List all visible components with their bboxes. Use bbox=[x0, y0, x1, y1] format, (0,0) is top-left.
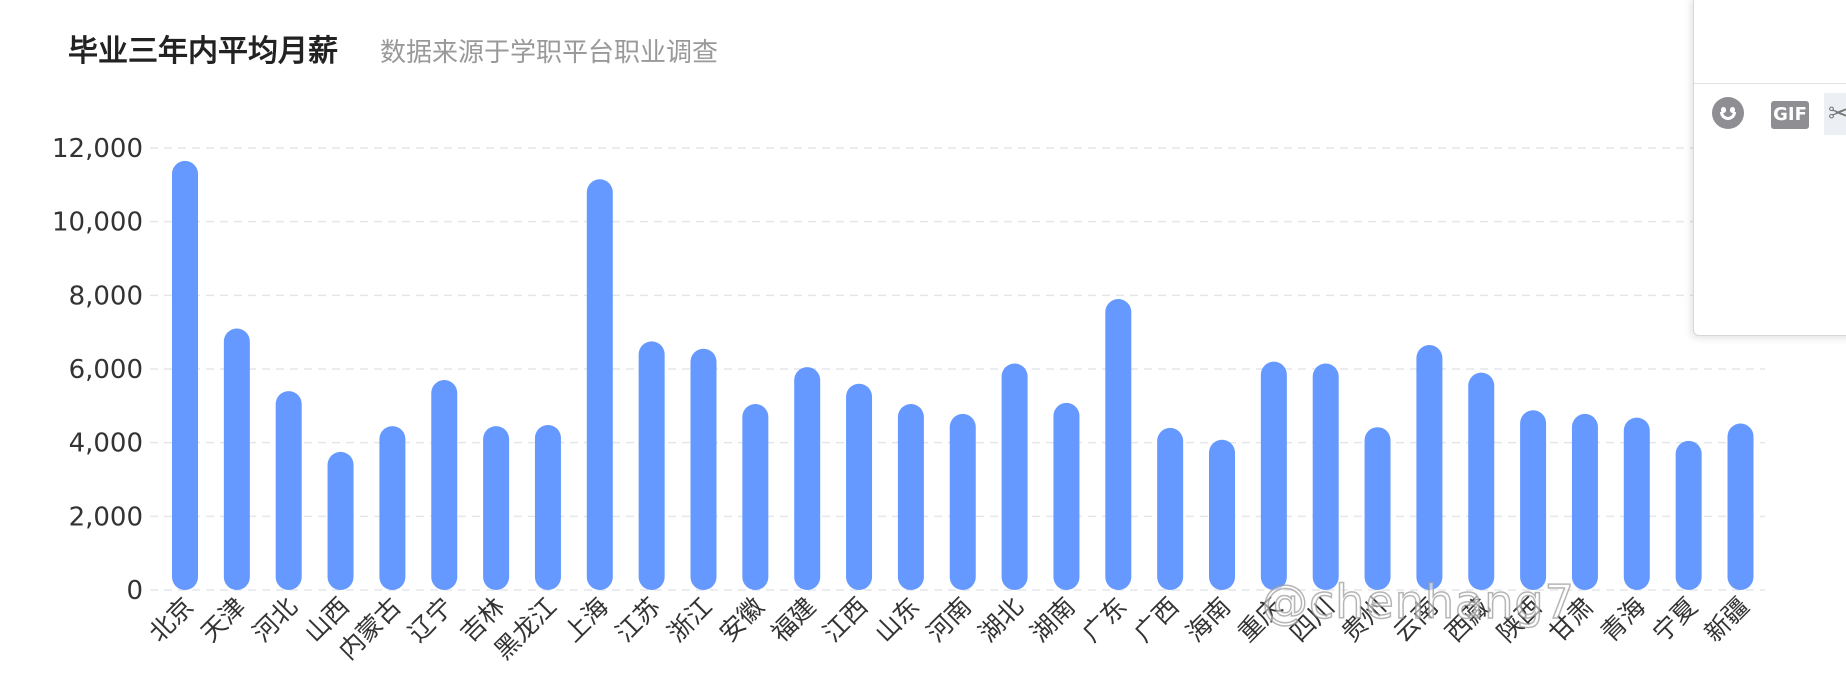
bar bbox=[223, 328, 250, 590]
bar bbox=[1623, 417, 1650, 590]
bar bbox=[846, 383, 873, 590]
bar bbox=[1260, 361, 1287, 590]
chart-subtitle: 数据来源于学职平台职业调查 bbox=[380, 38, 719, 68]
x-tick-label: 湖南 bbox=[1025, 592, 1081, 648]
bar bbox=[431, 380, 458, 590]
panel-divider bbox=[1694, 83, 1846, 84]
x-tick-label: 上海 bbox=[558, 592, 614, 648]
bar bbox=[1520, 410, 1547, 590]
y-tick-label: 2,000 bbox=[69, 502, 143, 532]
bars bbox=[172, 160, 1754, 590]
bar bbox=[275, 391, 302, 590]
bar bbox=[172, 160, 198, 590]
grid-lines bbox=[150, 147, 1765, 591]
x-tick-label: 湖北 bbox=[973, 592, 1029, 648]
y-tick-label: 12,000 bbox=[52, 134, 143, 164]
x-tick-label: 山东 bbox=[869, 592, 925, 648]
bar bbox=[379, 426, 406, 590]
bar bbox=[1675, 440, 1702, 590]
bar bbox=[1105, 299, 1132, 590]
bar bbox=[949, 413, 976, 590]
bar bbox=[897, 403, 924, 590]
x-tick-label: 海南 bbox=[1180, 592, 1236, 648]
x-tick-label: 青海 bbox=[1595, 592, 1651, 648]
y-tick-label: 4,000 bbox=[69, 429, 143, 459]
reply-tool-panel: GIF ✂ bbox=[1693, 0, 1846, 336]
x-tick-label: 广东 bbox=[1077, 592, 1133, 648]
watermark: @chenhang7 bbox=[1261, 574, 1575, 630]
x-tick-label: 江苏 bbox=[610, 592, 666, 648]
x-tick-label: 广西 bbox=[1129, 592, 1185, 648]
bar bbox=[1157, 427, 1184, 590]
bar bbox=[1053, 402, 1080, 590]
y-tick-label: 8,000 bbox=[69, 281, 143, 311]
y-tick-label: 10,000 bbox=[52, 208, 143, 238]
x-tick-label: 浙江 bbox=[662, 592, 718, 648]
y-tick-label: 0 bbox=[126, 576, 143, 606]
x-tick-label: 江西 bbox=[817, 592, 873, 648]
bar bbox=[534, 424, 561, 590]
bar bbox=[690, 348, 717, 590]
bar bbox=[1209, 439, 1235, 590]
bar bbox=[742, 403, 769, 590]
y-tick-label: 6,000 bbox=[69, 355, 143, 385]
y-axis: 0 2,000 4,000 6,000 8,000 10,000 12,000 bbox=[52, 134, 143, 606]
bar bbox=[1468, 372, 1495, 590]
bar bbox=[483, 426, 510, 590]
bar bbox=[1312, 363, 1339, 590]
bar bbox=[1727, 423, 1754, 590]
x-tick-label: 天津 bbox=[195, 592, 251, 648]
emoji-icon[interactable] bbox=[1712, 97, 1744, 129]
bar bbox=[638, 341, 665, 590]
x-tick-label: 宁夏 bbox=[1647, 592, 1703, 648]
x-tick-label: 河北 bbox=[247, 592, 303, 648]
bar bbox=[1364, 427, 1391, 590]
x-tick-label: 辽宁 bbox=[403, 592, 459, 648]
bar bbox=[327, 451, 354, 590]
bar bbox=[1416, 345, 1443, 590]
x-tick-label: 安徽 bbox=[714, 592, 770, 648]
x-tick-label: 福建 bbox=[766, 592, 822, 648]
x-tick-label: 河南 bbox=[921, 592, 977, 648]
x-tick-label: 新疆 bbox=[1699, 592, 1755, 648]
bar bbox=[1001, 363, 1028, 590]
bar bbox=[586, 179, 613, 590]
x-tick-label: 北京 bbox=[143, 592, 199, 648]
bar bbox=[794, 367, 821, 590]
gif-icon[interactable]: GIF bbox=[1771, 101, 1809, 129]
chart-title: 毕业三年内平均月薪 bbox=[68, 34, 338, 69]
bar bbox=[1571, 413, 1598, 590]
scissors-icon[interactable]: ✂ bbox=[1824, 93, 1846, 135]
